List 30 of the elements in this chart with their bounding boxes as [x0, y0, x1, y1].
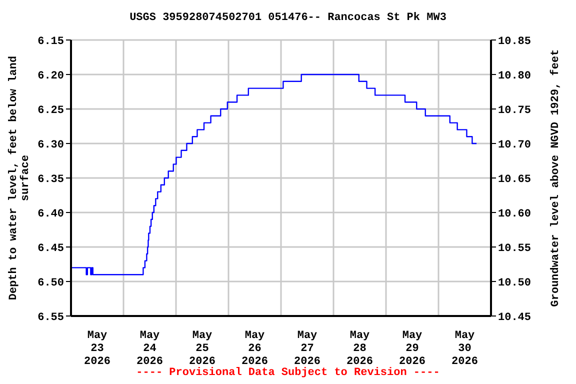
x-tick-label: May 27 2026	[294, 330, 320, 368]
x-tick-label: May 23 2026	[84, 330, 110, 368]
y2-tick-label: 10.65	[498, 174, 532, 186]
x-tick-label: May 29 2026	[399, 330, 426, 368]
y2-tick-label: 10.45	[498, 312, 532, 324]
y2-tick-label: 10.80	[498, 70, 532, 82]
y-tick-label: 6.40	[38, 208, 64, 220]
y-tick-label: 6.45	[38, 242, 64, 255]
x-tick-label: May 24 2026	[136, 330, 163, 368]
y2-tick-label: 10.70	[498, 139, 532, 152]
text: ---- Provisional Data Subject to Revision ----	[135, 367, 441, 379]
y-tick-label: 6.25	[38, 104, 64, 117]
y-tick-label: 6.50	[38, 277, 64, 290]
y-tick-label: 6.55	[38, 312, 64, 324]
y-tick-label: 6.35	[38, 174, 64, 186]
y-tick-label: 6.15	[38, 36, 64, 48]
x-tick-label: May 25 2026	[189, 330, 216, 368]
chart-title: USGS 395928074502701 051476-- Rancocas St Pk MW3	[128, 12, 448, 24]
y2-tick-label: 10.60	[498, 208, 532, 220]
y-tick-label: 6.20	[38, 70, 64, 82]
y2-tick-label: 10.75	[498, 104, 532, 117]
y2-tick-label: 10.50	[498, 277, 532, 290]
x-tick-label: May 28 2026	[346, 330, 373, 368]
y2-axis-title: Groundwater level above NGVD 1929, feet	[550, 48, 563, 309]
y-tick-label: 6.30	[38, 139, 64, 152]
x-tick-label: May 30 2026	[452, 330, 478, 368]
y-axis-title: Depth to water level, feet below land surface	[8, 54, 33, 302]
y2-tick-label: 10.85	[498, 36, 532, 48]
x-tick-label: May 26 2026	[242, 330, 268, 368]
y2-tick-label: 10.55	[498, 242, 532, 255]
